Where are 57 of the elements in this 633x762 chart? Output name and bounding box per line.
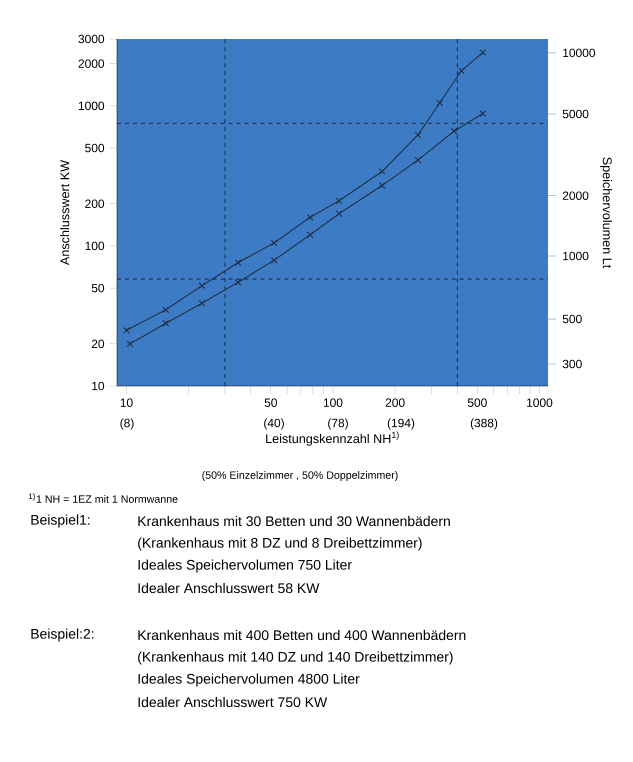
x-tick-label: 50 bbox=[264, 398, 277, 407]
point bbox=[270, 240, 278, 246]
point bbox=[234, 278, 242, 286]
point bbox=[162, 306, 170, 314]
point bbox=[162, 320, 170, 327]
x-tick-label: 100 bbox=[324, 398, 342, 407]
y-axis-title: Anschlusswert KW bbox=[60, 160, 70, 266]
y-tick-label: 10 bbox=[92, 382, 104, 390]
point bbox=[414, 132, 422, 138]
text: 2000 bbox=[562, 191, 588, 200]
text: Krankenhaus mit 400 Betten und 400 Wannenbädern bbox=[138, 630, 466, 640]
text: Idealer Anschlusswert 58 KW bbox=[138, 582, 320, 594]
x-tick-label: 1000 bbox=[527, 398, 552, 407]
point bbox=[198, 300, 206, 307]
text: 5000 bbox=[562, 110, 588, 118]
point bbox=[198, 282, 206, 290]
text: (40) bbox=[264, 418, 284, 430]
text: (78) bbox=[328, 418, 348, 430]
x-tick-label: 200 bbox=[386, 398, 405, 407]
text: Ideales Speichervolumen 4800 Liter bbox=[138, 674, 360, 687]
text: (Krankenhaus mit 8 DZ und 8 Dreibettzimmer) bbox=[138, 538, 422, 551]
point bbox=[414, 156, 422, 164]
text: Beispiel:2: bbox=[31, 628, 94, 642]
text: (Krankenhaus mit 140 DZ und 140 Dreibettzimmer) bbox=[138, 652, 453, 665]
text: 10000 bbox=[563, 48, 596, 58]
point bbox=[126, 340, 134, 348]
text: 500 bbox=[562, 314, 582, 324]
text: Beispiel1: bbox=[31, 514, 90, 528]
text: Krankenhaus mit 30 Betten und 30 Wannenbädern bbox=[138, 516, 450, 526]
x-axis-title: Leistungskennzahl NH$^{1)}$ bbox=[266, 432, 399, 446]
y-tick-label: 2000 bbox=[78, 59, 104, 68]
point bbox=[270, 256, 278, 264]
text: 1000 bbox=[563, 252, 588, 260]
point bbox=[378, 182, 386, 189]
text: (8) bbox=[120, 418, 134, 430]
x-tick-label: 500 bbox=[468, 398, 487, 407]
y-tick-label: 100 bbox=[86, 242, 104, 250]
text: (388) bbox=[470, 418, 498, 430]
y-tick-label: 20 bbox=[92, 340, 104, 348]
y2-axis-title: Speichervolumen Lt bbox=[600, 157, 612, 268]
text: Ideales Speichervolumen 750 Liter bbox=[138, 560, 352, 573]
point bbox=[306, 214, 314, 221]
point bbox=[306, 231, 314, 238]
point bbox=[234, 259, 242, 266]
text: 300 bbox=[562, 360, 582, 368]
y-tick-label: 200 bbox=[85, 200, 104, 208]
y-tick-label: 500 bbox=[85, 144, 104, 152]
text: (50% Einzelzimmer , 50% Doppelzimmer) bbox=[202, 471, 398, 481]
y-tick-label: 50 bbox=[92, 284, 104, 292]
y-tick-label: 3000 bbox=[78, 34, 104, 44]
point bbox=[378, 168, 386, 175]
x-tick-label: 10 bbox=[120, 398, 133, 407]
text: $^{1)}$1 NH = 1EZ mit 1 Normwanne bbox=[28, 493, 178, 503]
y-tick-label: 1000 bbox=[78, 102, 104, 110]
text: (194) bbox=[388, 418, 414, 430]
point bbox=[450, 128, 458, 134]
text: Idealer Anschlusswert 750 KW bbox=[138, 696, 328, 708]
